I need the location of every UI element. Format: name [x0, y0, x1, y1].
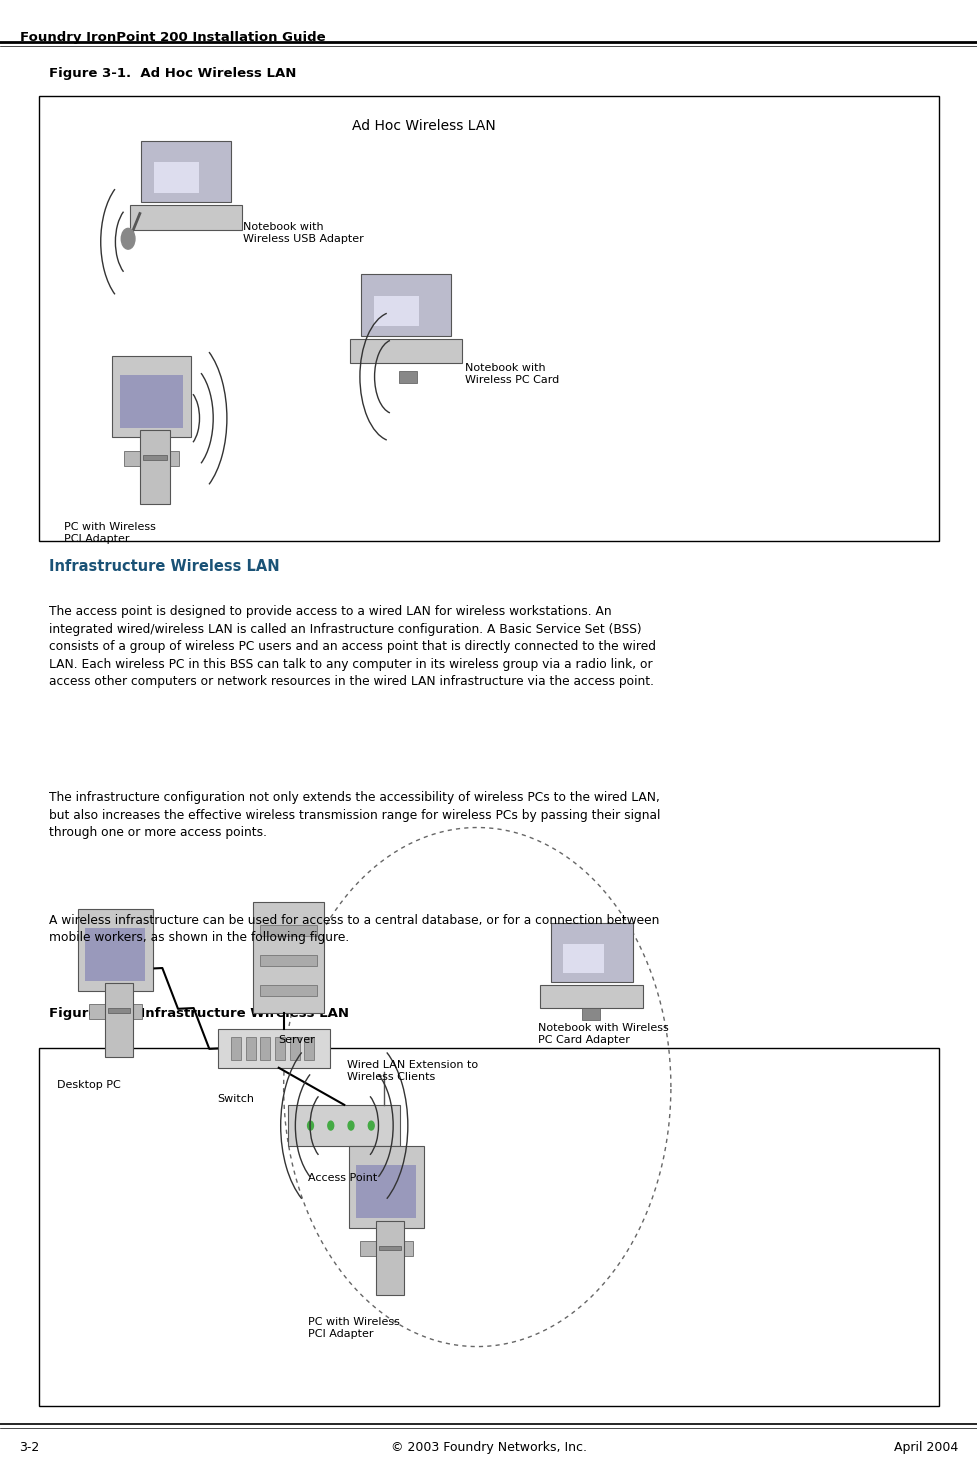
FancyBboxPatch shape: [85, 928, 146, 980]
Text: Access Point: Access Point: [308, 1173, 377, 1183]
FancyBboxPatch shape: [112, 356, 191, 437]
FancyBboxPatch shape: [361, 274, 450, 335]
Text: April 2004: April 2004: [893, 1441, 957, 1455]
FancyBboxPatch shape: [375, 1221, 404, 1295]
Circle shape: [327, 1121, 333, 1130]
Circle shape: [307, 1121, 314, 1130]
Text: Foundry IronPoint 200 Installation Guide: Foundry IronPoint 200 Installation Guide: [20, 31, 324, 44]
Text: The infrastructure configuration not only extends the accessibility of wireless : The infrastructure configuration not onl…: [49, 792, 659, 839]
Text: Ad Hoc Wireless LAN: Ad Hoc Wireless LAN: [352, 119, 495, 132]
Text: 3-2: 3-2: [20, 1441, 40, 1455]
FancyBboxPatch shape: [129, 206, 242, 230]
FancyBboxPatch shape: [260, 1037, 271, 1060]
FancyBboxPatch shape: [141, 141, 231, 202]
FancyBboxPatch shape: [304, 1037, 314, 1060]
Circle shape: [348, 1121, 354, 1130]
Text: Server: Server: [278, 1035, 316, 1046]
Text: PC with Wireless
PCI Adapter: PC with Wireless PCI Adapter: [308, 1317, 400, 1339]
FancyBboxPatch shape: [39, 1048, 938, 1406]
Text: A wireless infrastructure can be used for access to a central database, or for a: A wireless infrastructure can be used fo…: [49, 914, 658, 945]
FancyBboxPatch shape: [105, 983, 133, 1057]
FancyBboxPatch shape: [231, 1037, 241, 1060]
FancyBboxPatch shape: [539, 985, 642, 1008]
Text: Notebook with
Wireless USB Adapter: Notebook with Wireless USB Adapter: [242, 222, 362, 245]
FancyBboxPatch shape: [218, 1029, 330, 1068]
FancyBboxPatch shape: [374, 295, 419, 326]
FancyBboxPatch shape: [399, 371, 416, 383]
FancyBboxPatch shape: [245, 1037, 256, 1060]
Text: The access point is designed to provide access to a wired LAN for wireless works: The access point is designed to provide …: [49, 605, 656, 688]
FancyBboxPatch shape: [350, 340, 461, 363]
Text: Desktop PC: Desktop PC: [57, 1080, 120, 1090]
FancyBboxPatch shape: [563, 943, 604, 973]
FancyBboxPatch shape: [550, 922, 632, 982]
FancyBboxPatch shape: [289, 1037, 299, 1060]
FancyBboxPatch shape: [378, 1246, 401, 1250]
FancyBboxPatch shape: [356, 1166, 416, 1218]
Text: Notebook with Wireless
PC Card Adapter: Notebook with Wireless PC Card Adapter: [537, 1023, 668, 1046]
FancyBboxPatch shape: [349, 1146, 423, 1228]
FancyBboxPatch shape: [154, 162, 199, 193]
Polygon shape: [144, 437, 159, 452]
Text: Infrastructure Wireless LAN: Infrastructure Wireless LAN: [49, 559, 279, 574]
FancyBboxPatch shape: [287, 1105, 401, 1146]
FancyBboxPatch shape: [39, 96, 938, 541]
FancyBboxPatch shape: [123, 451, 179, 466]
FancyBboxPatch shape: [260, 955, 317, 967]
Polygon shape: [379, 1228, 393, 1243]
FancyBboxPatch shape: [107, 1008, 130, 1013]
FancyBboxPatch shape: [275, 1037, 285, 1060]
Text: Notebook with
Wireless PC Card: Notebook with Wireless PC Card: [464, 363, 558, 386]
FancyBboxPatch shape: [360, 1241, 412, 1256]
FancyBboxPatch shape: [581, 1008, 599, 1020]
FancyBboxPatch shape: [144, 455, 167, 460]
FancyBboxPatch shape: [260, 985, 317, 997]
FancyBboxPatch shape: [260, 925, 317, 936]
FancyBboxPatch shape: [89, 1004, 142, 1019]
Circle shape: [368, 1121, 374, 1130]
Circle shape: [121, 228, 135, 249]
FancyBboxPatch shape: [253, 902, 323, 1013]
Polygon shape: [108, 991, 122, 1005]
Text: © 2003 Foundry Networks, Inc.: © 2003 Foundry Networks, Inc.: [391, 1441, 586, 1455]
Text: Figure 3-2.  Infrastructure Wireless LAN: Figure 3-2. Infrastructure Wireless LAN: [49, 1007, 349, 1020]
Text: Figure 3-1.  Ad Hoc Wireless LAN: Figure 3-1. Ad Hoc Wireless LAN: [49, 67, 296, 80]
FancyBboxPatch shape: [120, 375, 183, 427]
Text: Wired LAN Extension to
Wireless Clients: Wired LAN Extension to Wireless Clients: [347, 1060, 478, 1083]
FancyBboxPatch shape: [78, 909, 152, 991]
FancyBboxPatch shape: [141, 430, 170, 504]
Text: PC with Wireless
PCI Adapter: PC with Wireless PCI Adapter: [64, 522, 155, 544]
Text: Switch: Switch: [217, 1094, 254, 1105]
